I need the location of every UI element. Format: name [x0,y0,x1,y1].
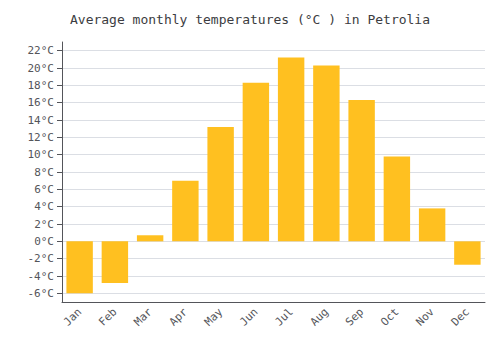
svg-text:-2°C: -2°C [28,252,55,265]
svg-text:Mar: Mar [131,305,154,328]
svg-text:16°C: 16°C [28,96,55,109]
svg-text:6°C: 6°C [34,183,54,196]
svg-text:Dec: Dec [449,305,472,328]
svg-text:20°C: 20°C [28,62,55,75]
svg-text:4°C: 4°C [34,200,54,213]
svg-text:12°C: 12°C [28,131,55,144]
svg-text:Sep: Sep [343,305,366,328]
svg-text:Oct: Oct [378,305,401,328]
svg-text:18°C: 18°C [28,79,55,92]
svg-text:Jul: Jul [272,305,295,328]
svg-text:Average monthly temperatures (: Average monthly temperatures (°C ) in Pe… [70,12,430,27]
svg-text:Feb: Feb [96,305,119,328]
svg-text:0°C: 0°C [34,235,54,248]
svg-text:Aug: Aug [308,305,331,328]
svg-text:14°C: 14°C [28,114,55,127]
svg-text:8°C: 8°C [34,166,54,179]
svg-text:-4°C: -4°C [28,270,55,283]
svg-text:May: May [202,305,225,328]
svg-text:2°C: 2°C [34,218,54,231]
svg-text:Jan: Jan [61,305,84,328]
svg-text:Apr: Apr [167,305,190,328]
svg-text:22°C: 22°C [28,44,55,57]
svg-text:Jun: Jun [237,305,260,328]
svg-text:-6°C: -6°C [28,287,55,300]
svg-text:10°C: 10°C [28,148,55,161]
svg-text:Nov: Nov [413,305,436,328]
